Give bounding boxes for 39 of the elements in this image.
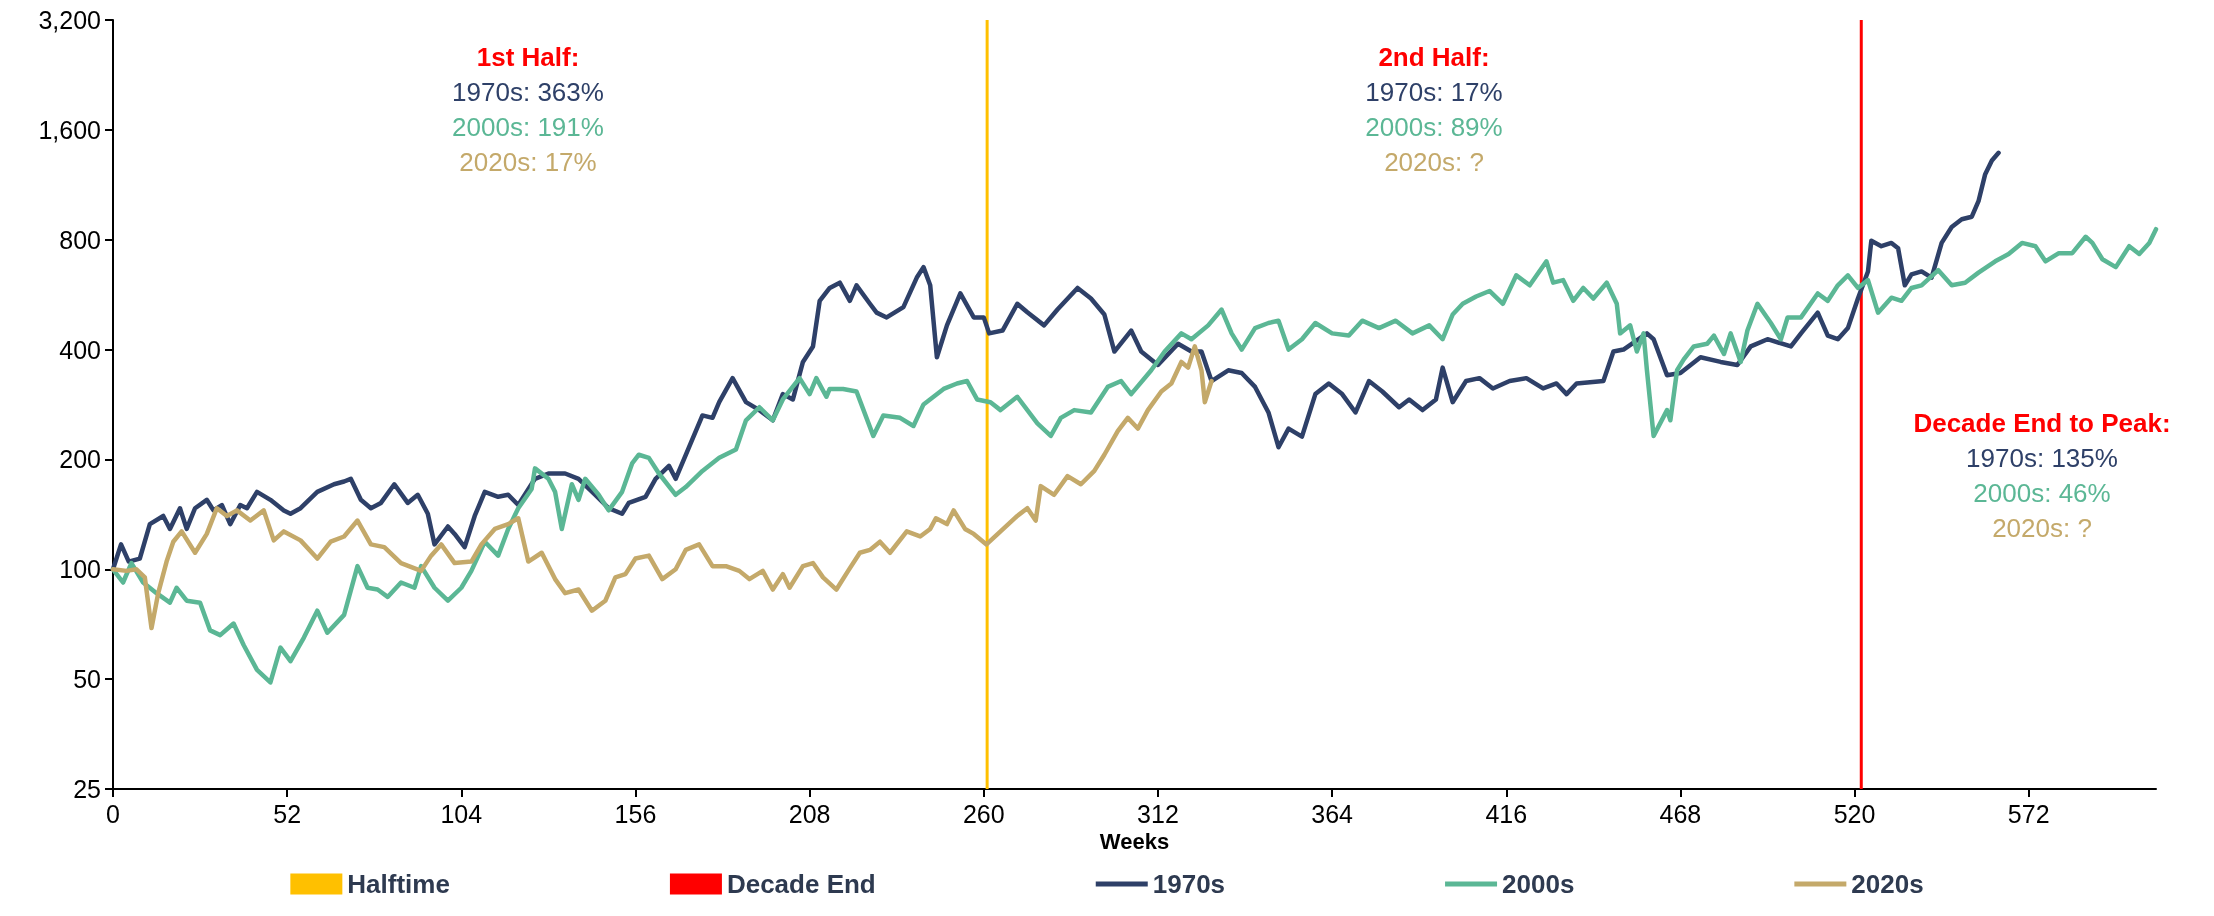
x-tick-label: 52 [273, 799, 302, 828]
annotation: 2020s: ? [1384, 147, 1484, 177]
annotation: 1970s: 363% [452, 77, 604, 107]
x-tick-label: 364 [1311, 799, 1354, 828]
x-axis-title: Weeks [1099, 829, 1170, 855]
x-tick-label: 104 [440, 799, 483, 828]
legend-label: 2000s [1502, 869, 1575, 899]
legend-label: Halftime [347, 869, 450, 899]
annotation: 2nd Half: [1378, 42, 1490, 72]
y-tick-label: 25 [73, 775, 101, 803]
annotation: 2020s: ? [1992, 513, 2092, 543]
x-tick-label: 312 [1137, 799, 1179, 828]
x-tick-label: 260 [962, 799, 1005, 828]
y-tick-label: 400 [59, 335, 101, 364]
y-tick-label: 50 [73, 665, 101, 694]
annotation: 1970s: 135% [1966, 443, 2118, 473]
annotation: 1970s: 17% [1365, 77, 1503, 107]
y-tick-label: 200 [59, 445, 101, 474]
legend-label: Decade End [726, 869, 876, 899]
x-tick-label: 468 [1659, 799, 1702, 828]
annotation: 2000s: 46% [1973, 478, 2111, 508]
legend-label: 1970s [1152, 869, 1226, 899]
y-tick-label: 1,600 [38, 115, 101, 144]
y-tick-label: 100 [59, 555, 101, 584]
x-tick-label: 0 [106, 799, 120, 828]
x-tick-label: 208 [788, 799, 831, 828]
y-tick-label: 800 [59, 225, 101, 254]
x-tick-label: 416 [1485, 799, 1528, 828]
x-tick-label: 520 [1833, 799, 1876, 828]
annotation: 2000s: 191% [452, 112, 604, 142]
y-tick-label: 3,200 [38, 6, 101, 34]
annotation: 1st Half: [476, 42, 580, 72]
annotation: 2000s: 89% [1365, 112, 1503, 142]
x-tick-label: 572 [2007, 799, 2050, 828]
line-series [110, 344, 1214, 631]
annotation: Decade End to Peak: [1913, 408, 2171, 438]
x-tick-label: 156 [614, 799, 657, 828]
annotation: 2020s: 17% [459, 147, 597, 177]
legend-label: 2020s [1851, 869, 1924, 899]
